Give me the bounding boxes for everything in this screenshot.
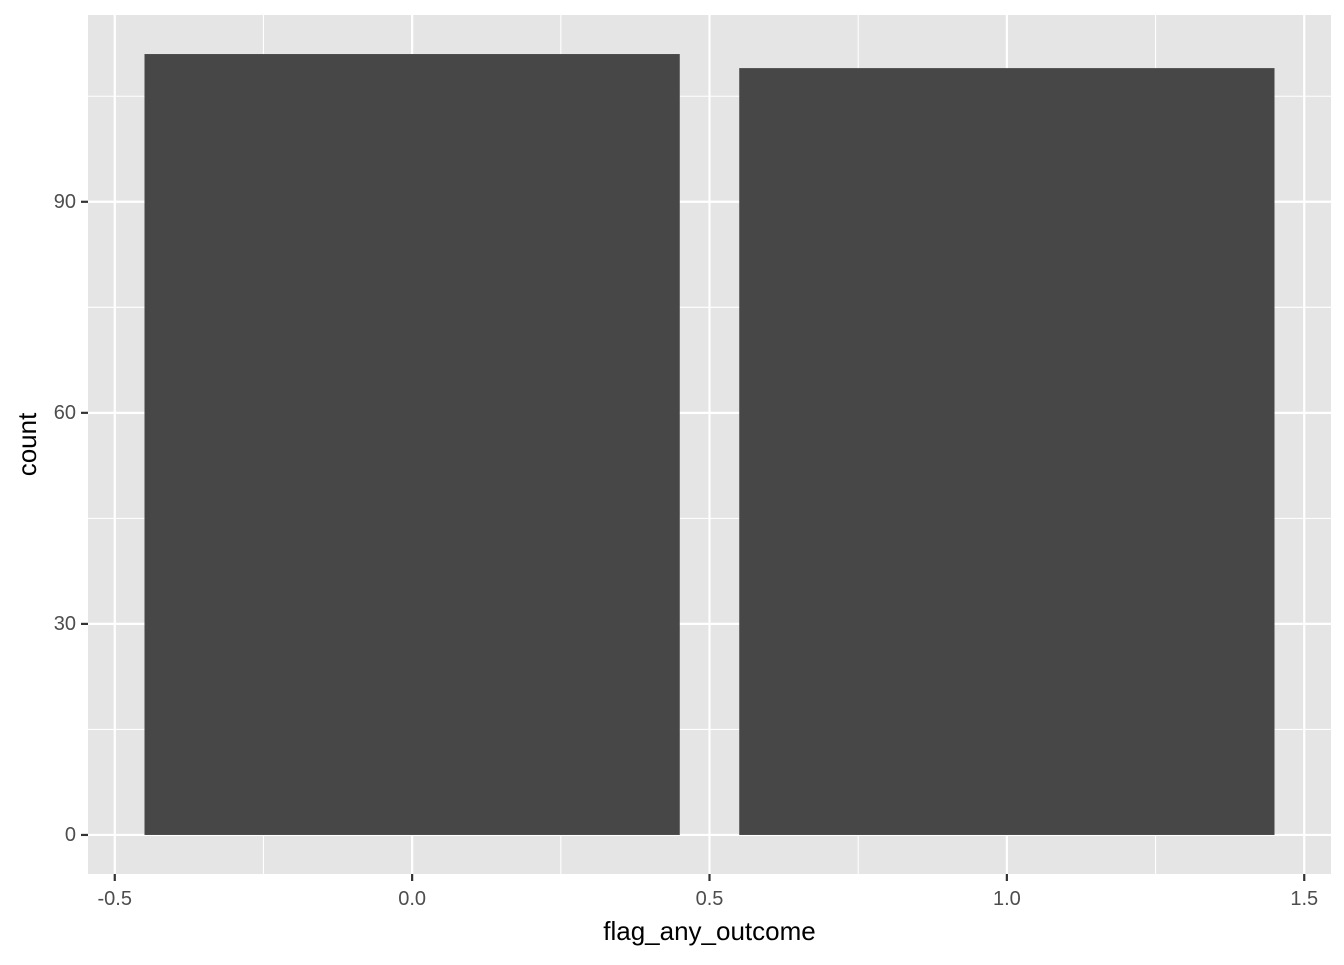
y-tick-label: 30 bbox=[54, 613, 76, 635]
x-tick-label: 0.5 bbox=[696, 888, 724, 910]
y-tick-label: 90 bbox=[54, 191, 76, 213]
x-axis: -0.5 0.0 0.5 1.0 1.5 bbox=[98, 874, 1318, 910]
x-tick-label: 0.0 bbox=[398, 888, 426, 910]
y-tick-label: 60 bbox=[54, 402, 76, 424]
y-axis: 0 30 60 90 bbox=[54, 191, 88, 846]
y-tick-label: 0 bbox=[65, 824, 76, 846]
x-tick-label: 1.0 bbox=[993, 888, 1021, 910]
bar bbox=[739, 68, 1275, 835]
bar bbox=[144, 54, 680, 835]
bars bbox=[144, 54, 1275, 835]
x-tick-label: -0.5 bbox=[98, 888, 132, 910]
y-axis-title: count bbox=[12, 412, 42, 476]
x-tick-label: 1.5 bbox=[1290, 888, 1318, 910]
x-axis-title: flag_any_outcome bbox=[603, 916, 815, 946]
